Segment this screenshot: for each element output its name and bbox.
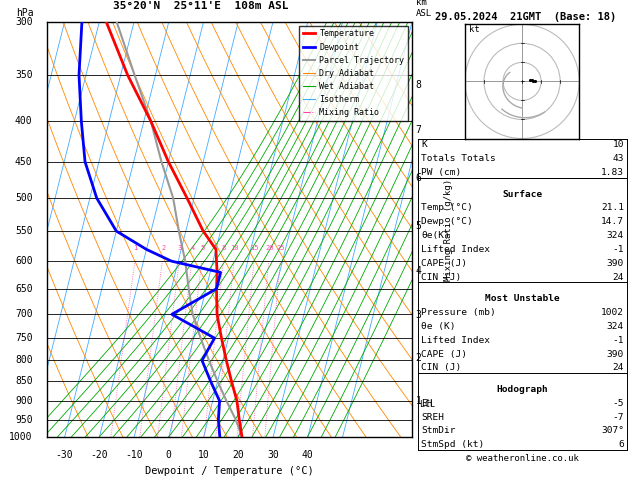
Text: Totals Totals: Totals Totals — [421, 155, 496, 163]
Text: Mixing Ratio (g/kg): Mixing Ratio (g/kg) — [444, 178, 453, 281]
Text: 20: 20 — [232, 450, 244, 460]
Text: SREH: SREH — [421, 413, 445, 422]
Text: CIN (J): CIN (J) — [421, 364, 462, 372]
Text: hPa: hPa — [16, 8, 34, 17]
Text: 350: 350 — [15, 70, 33, 80]
Text: θe (K): θe (K) — [421, 322, 456, 331]
Text: 500: 500 — [15, 193, 33, 203]
Text: -5: -5 — [613, 399, 624, 408]
Text: 8: 8 — [416, 80, 421, 90]
Text: 950: 950 — [15, 415, 33, 425]
Text: 10: 10 — [230, 245, 239, 251]
Text: K: K — [421, 140, 427, 150]
Text: 750: 750 — [15, 333, 33, 343]
Text: 0: 0 — [166, 450, 172, 460]
Text: 600: 600 — [15, 256, 33, 266]
Text: 850: 850 — [15, 376, 33, 386]
Text: 4: 4 — [191, 245, 194, 251]
Text: kt: kt — [469, 25, 479, 34]
Text: 1: 1 — [416, 396, 421, 406]
Text: -20: -20 — [91, 450, 108, 460]
Text: 2: 2 — [416, 353, 421, 363]
Text: 24: 24 — [613, 273, 624, 282]
Text: 25: 25 — [277, 245, 285, 251]
Text: 3: 3 — [178, 245, 182, 251]
Text: Temp (°C): Temp (°C) — [421, 204, 473, 212]
Text: 6: 6 — [416, 174, 421, 183]
Text: 800: 800 — [15, 355, 33, 365]
Text: 324: 324 — [607, 231, 624, 240]
Text: Lifted Index: Lifted Index — [421, 245, 491, 254]
Text: 450: 450 — [15, 157, 33, 167]
Text: Surface: Surface — [503, 190, 543, 199]
Text: 900: 900 — [15, 396, 33, 406]
Text: 6: 6 — [618, 440, 624, 450]
Text: CAPE (J): CAPE (J) — [421, 349, 467, 359]
Text: -7: -7 — [613, 413, 624, 422]
Text: 43: 43 — [613, 155, 624, 163]
Text: km
ASL: km ASL — [416, 0, 431, 17]
Text: 7: 7 — [416, 125, 421, 135]
Text: EH: EH — [421, 399, 433, 408]
Text: 324: 324 — [607, 322, 624, 331]
Text: 5: 5 — [200, 245, 204, 251]
Text: StmDir: StmDir — [421, 427, 456, 435]
Text: Pressure (mb): Pressure (mb) — [421, 308, 496, 317]
Text: 1.83: 1.83 — [601, 168, 624, 177]
Text: 40: 40 — [302, 450, 314, 460]
Text: 10: 10 — [613, 140, 624, 150]
Text: 1: 1 — [133, 245, 138, 251]
Text: CIN (J): CIN (J) — [421, 273, 462, 282]
Text: 1000: 1000 — [9, 433, 33, 442]
Text: 300: 300 — [15, 17, 33, 27]
Text: 8: 8 — [222, 245, 226, 251]
Text: 20: 20 — [265, 245, 274, 251]
Text: -30: -30 — [56, 450, 74, 460]
Text: θe(K): θe(K) — [421, 231, 450, 240]
Text: 10: 10 — [198, 450, 209, 460]
Text: 3: 3 — [416, 310, 421, 320]
Text: 21.1: 21.1 — [601, 204, 624, 212]
Text: 307°: 307° — [601, 427, 624, 435]
Text: 4: 4 — [416, 266, 421, 276]
Text: -1: -1 — [613, 336, 624, 345]
Text: 700: 700 — [15, 309, 33, 319]
Text: 390: 390 — [607, 259, 624, 268]
Text: CAPE (J): CAPE (J) — [421, 259, 467, 268]
Text: 390: 390 — [607, 349, 624, 359]
Text: 550: 550 — [15, 226, 33, 236]
Text: 24: 24 — [613, 364, 624, 372]
Text: Dewp (°C): Dewp (°C) — [421, 217, 473, 226]
Text: -10: -10 — [125, 450, 143, 460]
Text: 15: 15 — [250, 245, 259, 251]
Text: Most Unstable: Most Unstable — [486, 294, 560, 303]
Legend: Temperature, Dewpoint, Parcel Trajectory, Dry Adiabat, Wet Adiabat, Isotherm, Mi: Temperature, Dewpoint, Parcel Trajectory… — [299, 26, 408, 121]
Text: ¹LCL: ¹LCL — [416, 400, 436, 409]
Text: 35°20'N  25°11'E  108m ASL: 35°20'N 25°11'E 108m ASL — [113, 1, 288, 12]
Text: PW (cm): PW (cm) — [421, 168, 462, 177]
Text: 5: 5 — [416, 221, 421, 231]
Text: 400: 400 — [15, 116, 33, 126]
Text: 1002: 1002 — [601, 308, 624, 317]
Text: Lifted Index: Lifted Index — [421, 336, 491, 345]
Text: 14.7: 14.7 — [601, 217, 624, 226]
Text: 650: 650 — [15, 284, 33, 294]
Text: Hodograph: Hodograph — [497, 385, 548, 394]
Text: Dewpoint / Temperature (°C): Dewpoint / Temperature (°C) — [145, 467, 314, 476]
Text: © weatheronline.co.uk: © weatheronline.co.uk — [466, 454, 579, 463]
Text: 2: 2 — [161, 245, 165, 251]
Text: 29.05.2024  21GMT  (Base: 18): 29.05.2024 21GMT (Base: 18) — [435, 12, 616, 22]
Text: StmSpd (kt): StmSpd (kt) — [421, 440, 485, 450]
Text: -1: -1 — [613, 245, 624, 254]
Text: 30: 30 — [267, 450, 279, 460]
